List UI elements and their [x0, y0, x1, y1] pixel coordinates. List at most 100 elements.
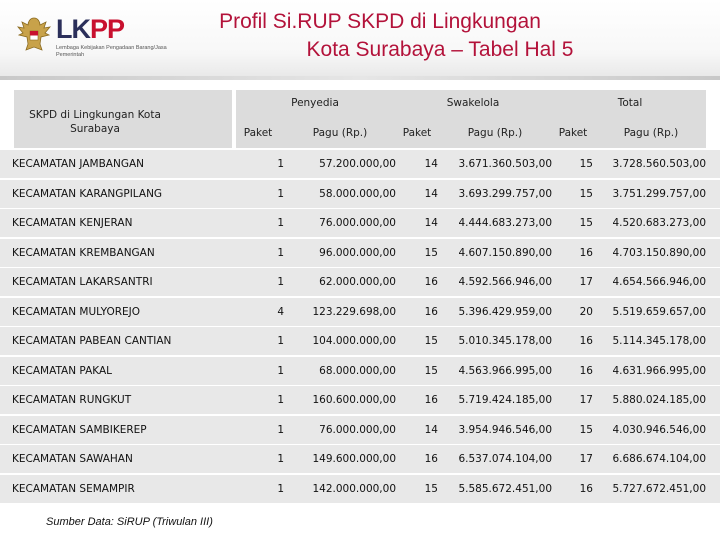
skpd-name-cell: KECAMATAN SAMBIKEREP: [12, 423, 147, 436]
title-line-1: Profil Si.RUP SKPD di Lingkungan: [219, 10, 541, 33]
penyedia-paket-cell: 1: [277, 335, 284, 347]
subheader-penyedia-paket: Paket: [243, 127, 273, 139]
swakelola-paket-cell: 15: [424, 364, 438, 377]
swakelola-pagu-cell: 4.563.966.995,00: [458, 364, 552, 377]
group-label-total: Total: [617, 97, 643, 109]
skpd-name-cell: KECAMATAN KARANGPILANG: [12, 187, 163, 200]
penyedia-paket-cell: 1: [277, 158, 284, 170]
swakelola-paket-cell: 15: [424, 482, 438, 495]
skpd-name-cell: KECAMATAN PABEAN CANTIAN: [12, 335, 172, 347]
table-row: KECAMATAN JAMBANGAN 1 57.200.000,00 14 3.671…: [0, 150, 720, 178]
group-header-cell: [236, 90, 706, 148]
total-paket-cell: 17: [579, 453, 593, 465]
swakelola-pagu-cell: 5.396.429.959,00: [458, 305, 552, 318]
swakelola-paket-cell: 16: [424, 394, 438, 406]
garuda-emblem-icon: [17, 17, 51, 51]
table-row: KECAMATAN SEMAMPIR 1 142.000.000,00 15 5.585…: [0, 474, 720, 503]
penyedia-pagu-cell: 58.000.000,00: [319, 187, 396, 200]
penyedia-paket-cell: 1: [277, 246, 284, 259]
penyedia-paket-cell: 1: [277, 217, 284, 229]
penyedia-paket-cell: 4: [277, 305, 284, 318]
header-divider: [0, 76, 720, 80]
penyedia-pagu-cell: 76.000.000,00: [319, 217, 396, 229]
penyedia-pagu-cell: 104.000.000,00: [312, 335, 397, 347]
total-paket-cell: 20: [579, 305, 593, 318]
swakelola-paket-cell: 14: [424, 217, 438, 229]
penyedia-pagu-cell: 160.600.000,00: [312, 394, 397, 406]
swakelola-paket-cell: 15: [424, 335, 438, 347]
table-row: KECAMATAN RUNGKUT 1 160.600.000,00 16 5.719.…: [0, 386, 720, 414]
penyedia-paket-cell: 1: [277, 394, 284, 406]
total-pagu-cell: 5.114.345.178,00: [612, 335, 706, 347]
page-title: Profil Si.RUP SKPD di Lingkungan Kota Su…: [150, 8, 650, 64]
group-label-swakelola: Swakelola: [446, 97, 500, 109]
swakelola-pagu-cell: 3.671.360.503,00: [458, 158, 552, 170]
table-row: KECAMATAN SAWAHAN 1 149.600.000,00 16 6.537.…: [0, 445, 720, 473]
swakelola-pagu-cell: 5.585.672.451,00: [458, 482, 552, 495]
logo-wordmark: LKPP: [56, 14, 125, 44]
subheader-penyedia-pagu: Pagu (Rp.): [312, 127, 368, 139]
total-pagu-cell: 6.686.674.104,00: [612, 453, 706, 465]
title-line-2: Kota Surabaya – Tabel Hal 5: [306, 38, 574, 61]
total-pagu-cell: 5.519.659.657,00: [612, 305, 706, 318]
header-band: [0, 0, 720, 76]
table-row: KECAMATAN MULYOREJO 4 123.229.698,00 16 5.39…: [0, 297, 720, 326]
total-paket-cell: 15: [579, 217, 593, 229]
penyedia-pagu-cell: 68.000.000,00: [319, 364, 396, 377]
swakelola-pagu-cell: 5.010.345.178,00: [458, 335, 552, 347]
swakelola-paket-cell: 16: [424, 453, 438, 465]
skpd-name-cell: KECAMATAN SEMAMPIR: [12, 482, 135, 495]
swakelola-pagu-cell: 4.607.150.890,00: [458, 246, 552, 259]
swakelola-pagu-cell: 3.954.946.546,00: [458, 423, 552, 436]
skpd-name-cell: KECAMATAN SAWAHAN: [12, 453, 133, 465]
swakelola-paket-cell: 14: [424, 158, 438, 170]
swakelola-pagu-cell: 4.592.566.946,00: [458, 276, 552, 288]
penyedia-pagu-cell: 76.000.000,00: [319, 423, 396, 436]
lkpp-logo: LKPP Lembaga Kebijakan Pengadaan Barang/…: [16, 14, 167, 66]
source-note: Sumber Data: SiRUP (Triwulan III): [46, 516, 213, 528]
total-pagu-cell: 4.520.683.273,00: [612, 217, 706, 229]
total-paket-cell: 17: [579, 394, 593, 406]
swakelola-pagu-cell: 5.719.424.185,00: [458, 394, 552, 406]
total-pagu-cell: 4.654.566.946,00: [612, 276, 706, 288]
logo-subtitle: Lembaga Kebijakan Pengadaan Barang/Jasa …: [56, 45, 167, 58]
penyedia-pagu-cell: 149.600.000,00: [312, 453, 397, 465]
total-paket-cell: 17: [579, 276, 593, 288]
penyedia-paket-cell: 1: [277, 423, 284, 436]
total-paket-cell: 16: [579, 364, 593, 377]
swakelola-paket-cell: 16: [424, 305, 438, 318]
penyedia-pagu-cell: 142.000.000,00: [312, 482, 397, 495]
table-row: KECAMATAN PABEAN CANTIAN 1 104.000.000,00 1…: [0, 327, 720, 355]
total-pagu-cell: 4.030.946.546,00: [612, 423, 706, 436]
swakelola-pagu-cell: 4.444.683.273,00: [458, 217, 552, 229]
skpd-name-cell: KECAMATAN PAKAL: [12, 364, 113, 377]
penyedia-paket-cell: 1: [277, 453, 284, 465]
swakelola-pagu-cell: 6.537.074.104,00: [458, 453, 552, 465]
total-pagu-cell: 5.727.672.451,00: [612, 482, 706, 495]
penyedia-pagu-cell: 123.229.698,00: [312, 305, 397, 318]
table-row: KECAMATAN SAMBIKEREP 1 76.000.000,00 14 3.95…: [0, 415, 720, 444]
table-row: KECAMATAN KENJERAN 1 76.000.000,00 14 4.444.…: [0, 209, 720, 237]
skpd-name-cell: KECAMATAN MULYOREJO: [12, 305, 141, 318]
penyedia-paket-cell: 1: [277, 482, 284, 495]
total-paket-cell: 15: [579, 187, 593, 200]
swakelola-paket-cell: 14: [424, 187, 438, 200]
skpd-name-cell: KECAMATAN JAMBANGAN: [12, 158, 145, 170]
penyedia-paket-cell: 1: [277, 276, 284, 288]
row-header-cell: [14, 90, 232, 148]
total-pagu-cell: 3.751.299.757,00: [612, 187, 706, 200]
swakelola-paket-cell: 14: [424, 423, 438, 436]
penyedia-paket-cell: 1: [277, 364, 284, 377]
penyedia-pagu-cell: 57.200.000,00: [319, 158, 396, 170]
penyedia-paket-cell: 1: [277, 187, 284, 200]
row-header-label: SKPD di Lingkungan Kota Surabaya: [29, 109, 161, 135]
table-row: KECAMATAN LAKARSANTRI 1 62.000.000,00 16 4.5…: [0, 268, 720, 296]
subheader-total-pagu: Pagu (Rp.): [623, 127, 679, 139]
total-pagu-cell: 5.880.024.185,00: [612, 394, 706, 406]
total-pagu-cell: 4.703.150.890,00: [612, 246, 706, 259]
total-paket-cell: 16: [579, 246, 593, 259]
total-pagu-cell: 3.728.560.503,00: [612, 158, 706, 170]
penyedia-pagu-cell: 62.000.000,00: [319, 276, 396, 288]
total-pagu-cell: 4.631.966.995,00: [612, 364, 706, 377]
subheader-swakelola-pagu: Pagu (Rp.): [467, 127, 523, 139]
